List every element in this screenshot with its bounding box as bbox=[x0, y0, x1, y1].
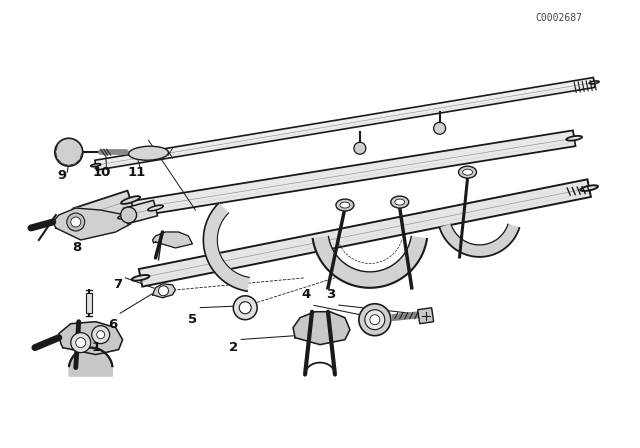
Ellipse shape bbox=[459, 166, 477, 178]
Polygon shape bbox=[293, 312, 350, 345]
Polygon shape bbox=[313, 237, 427, 288]
Polygon shape bbox=[59, 322, 123, 355]
Ellipse shape bbox=[336, 199, 354, 211]
Text: 3: 3 bbox=[326, 288, 335, 301]
Ellipse shape bbox=[463, 169, 472, 175]
Text: 2: 2 bbox=[228, 341, 238, 354]
FancyBboxPatch shape bbox=[86, 293, 92, 313]
Text: 6: 6 bbox=[108, 318, 117, 331]
Polygon shape bbox=[73, 190, 134, 228]
Ellipse shape bbox=[67, 214, 85, 222]
Polygon shape bbox=[53, 208, 131, 240]
Circle shape bbox=[92, 326, 109, 344]
Ellipse shape bbox=[118, 213, 133, 219]
Ellipse shape bbox=[132, 275, 149, 280]
Text: 7: 7 bbox=[113, 278, 122, 291]
Ellipse shape bbox=[395, 199, 404, 205]
Ellipse shape bbox=[340, 202, 350, 208]
Circle shape bbox=[97, 331, 105, 339]
Ellipse shape bbox=[148, 205, 163, 211]
Ellipse shape bbox=[391, 196, 409, 208]
Text: 11: 11 bbox=[127, 166, 146, 179]
Polygon shape bbox=[440, 224, 519, 257]
Circle shape bbox=[55, 138, 83, 166]
Circle shape bbox=[239, 302, 252, 314]
Ellipse shape bbox=[121, 196, 140, 204]
Text: 9: 9 bbox=[57, 168, 67, 181]
Polygon shape bbox=[418, 308, 434, 324]
Text: 5: 5 bbox=[188, 313, 197, 326]
Ellipse shape bbox=[129, 146, 168, 160]
Polygon shape bbox=[69, 348, 113, 376]
Circle shape bbox=[354, 142, 366, 154]
Ellipse shape bbox=[91, 164, 100, 167]
Text: C0002687: C0002687 bbox=[536, 13, 583, 23]
Ellipse shape bbox=[566, 136, 582, 141]
Circle shape bbox=[159, 286, 168, 296]
Polygon shape bbox=[139, 179, 591, 287]
Circle shape bbox=[434, 122, 445, 134]
Circle shape bbox=[365, 310, 385, 330]
Ellipse shape bbox=[68, 215, 84, 220]
Circle shape bbox=[71, 217, 81, 227]
Ellipse shape bbox=[589, 81, 599, 84]
Circle shape bbox=[370, 314, 380, 325]
Polygon shape bbox=[74, 130, 575, 226]
Polygon shape bbox=[152, 284, 175, 298]
Text: 4: 4 bbox=[301, 288, 310, 301]
Circle shape bbox=[67, 213, 84, 231]
Circle shape bbox=[120, 207, 136, 223]
Text: 1: 1 bbox=[91, 341, 100, 354]
Text: 10: 10 bbox=[93, 166, 111, 179]
Text: 8: 8 bbox=[72, 241, 81, 254]
Polygon shape bbox=[95, 78, 595, 170]
Circle shape bbox=[359, 304, 391, 336]
Polygon shape bbox=[152, 232, 193, 248]
Ellipse shape bbox=[580, 185, 598, 191]
Polygon shape bbox=[124, 200, 157, 224]
Circle shape bbox=[76, 338, 86, 348]
Circle shape bbox=[71, 333, 91, 353]
Polygon shape bbox=[204, 203, 249, 291]
Circle shape bbox=[233, 296, 257, 320]
